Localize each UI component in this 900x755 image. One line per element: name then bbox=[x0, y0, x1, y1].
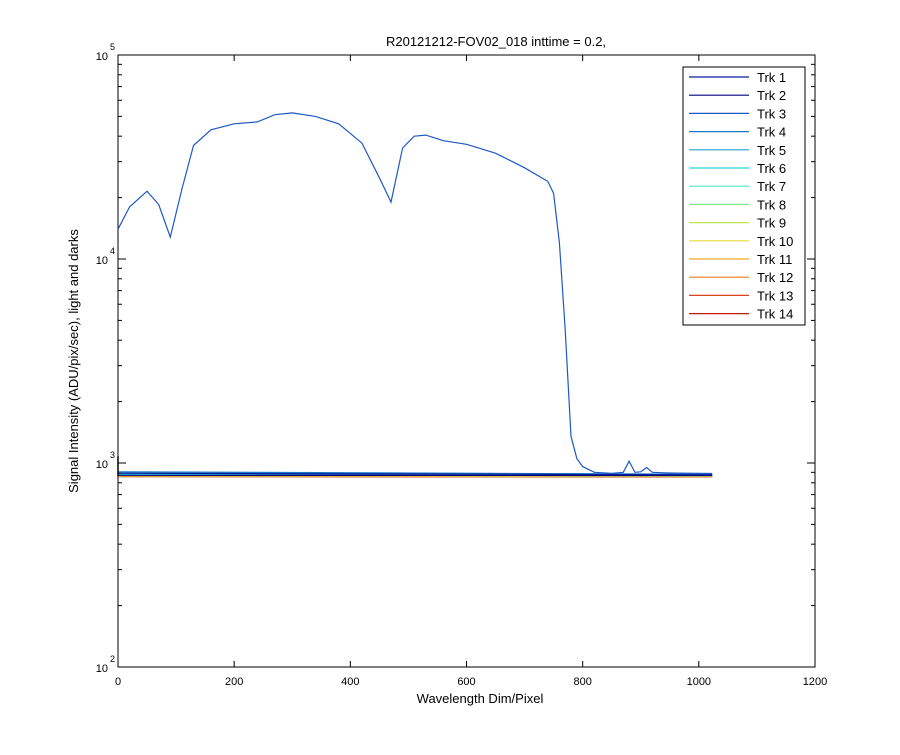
x-tick-label: 800 bbox=[573, 676, 591, 688]
legend-label: Trk 13 bbox=[757, 288, 793, 303]
legend: Trk 1 Trk 2 Trk 3 Trk 4 Trk 5 Trk 6 Trk 7 Trk 8… bbox=[683, 67, 805, 325]
y-tick-label-exp: 5 bbox=[110, 42, 115, 52]
legend-label: Trk 14 bbox=[757, 307, 793, 322]
x-tick-label: 1000 bbox=[687, 676, 711, 688]
legend-box bbox=[683, 67, 805, 325]
y-tick-label-base: 10 bbox=[96, 459, 108, 471]
legend-label: Trk 10 bbox=[757, 234, 793, 249]
y-tick-label-base: 10 bbox=[96, 51, 108, 63]
legend-label: Trk 2 bbox=[757, 88, 786, 103]
legend-label: Trk 3 bbox=[757, 106, 786, 121]
legend-label: Trk 6 bbox=[757, 161, 786, 176]
legend-label: Trk 4 bbox=[757, 125, 786, 140]
x-tick-label: 1200 bbox=[803, 676, 827, 688]
x-axis-label: Wavelength Dim/Pixel bbox=[417, 691, 544, 706]
y-axis-label: Signal Intensity (ADU/pix/sec), light an… bbox=[66, 229, 81, 493]
y-tick-label-base: 10 bbox=[96, 663, 108, 675]
x-tick-label: 200 bbox=[225, 676, 243, 688]
chart-title: R20121212-FOV02_018 inttime = 0.2, bbox=[386, 34, 606, 49]
y-tick-label-exp: 2 bbox=[110, 654, 115, 664]
legend-label: Trk 7 bbox=[757, 179, 786, 194]
legend-label: Trk 11 bbox=[757, 252, 792, 267]
y-tick-label-exp: 4 bbox=[110, 246, 115, 256]
x-tick-label: 0 bbox=[115, 676, 121, 688]
x-tick-label: 400 bbox=[341, 676, 359, 688]
legend-label: Trk 8 bbox=[757, 197, 786, 212]
legend-label: Trk 5 bbox=[757, 143, 786, 158]
legend-label: Trk 9 bbox=[757, 216, 786, 231]
y-tick-label-base: 10 bbox=[96, 255, 108, 267]
x-tick-label: 600 bbox=[457, 676, 475, 688]
legend-label: Trk 12 bbox=[757, 270, 793, 285]
y-tick-label-exp: 3 bbox=[110, 450, 115, 460]
legend-label: Trk 1 bbox=[757, 70, 786, 85]
